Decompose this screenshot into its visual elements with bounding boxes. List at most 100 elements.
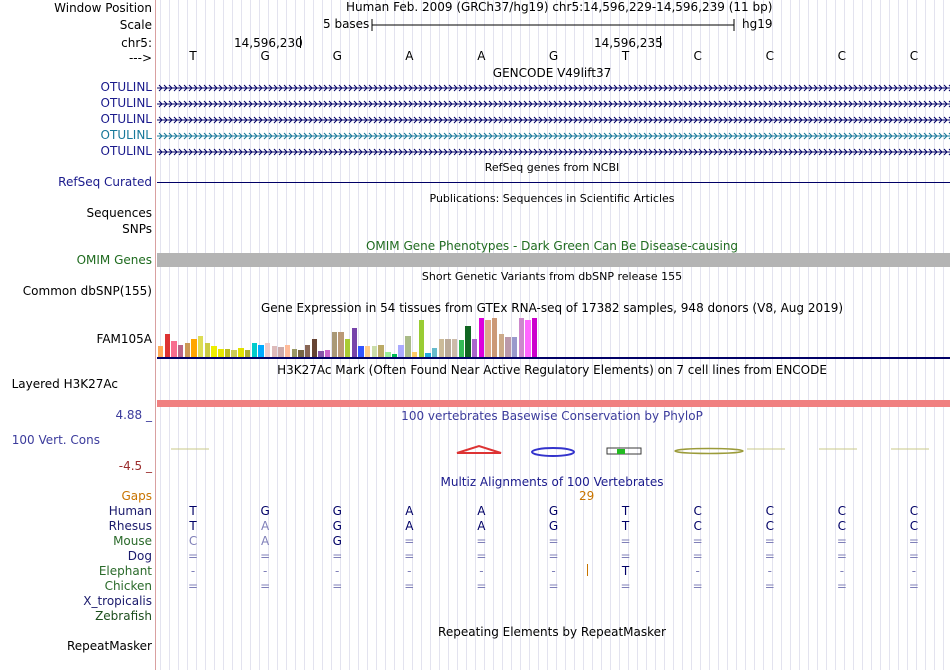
- gencode-transcript[interactable]: [157, 145, 950, 159]
- gtex-tissue-bar[interactable]: [158, 346, 164, 357]
- gtex-tissue-bar[interactable]: [244, 350, 251, 357]
- gencode-label-2[interactable]: OTULINL: [100, 96, 152, 110]
- track-data-area[interactable]: Human Feb. 2009 (GRCh37/hg19) chr5:14,59…: [157, 0, 950, 670]
- species-label-elephant[interactable]: Elephant: [98, 564, 152, 578]
- gencode-label-3[interactable]: OTULINL: [100, 112, 152, 126]
- alignment-base: C: [909, 519, 919, 533]
- gtex-tissue-bar[interactable]: [425, 353, 431, 357]
- gtex-tissue-bar[interactable]: [365, 346, 371, 357]
- gtex-tissue-bar[interactable]: [284, 345, 291, 357]
- gtex-tissue-bar[interactable]: [298, 350, 304, 357]
- gtex-tissue-bar[interactable]: [505, 337, 511, 357]
- gtex-tissue-bar[interactable]: [238, 348, 244, 357]
- gtex-tissue-bar[interactable]: [471, 339, 478, 357]
- gtex-tissue-bar[interactable]: [278, 347, 284, 357]
- gencode-transcript[interactable]: [157, 113, 950, 127]
- species-label-dog[interactable]: Dog: [127, 549, 152, 563]
- gtex-tissue-bar[interactable]: [358, 346, 364, 357]
- gtex-tissue-bar[interactable]: [325, 350, 331, 357]
- species-label-rhesus[interactable]: Rhesus: [108, 519, 152, 533]
- conservation-label[interactable]: 100 Vert. Cons: [11, 433, 100, 447]
- gencode-label-1[interactable]: OTULINL: [100, 80, 152, 94]
- conservation-plot[interactable]: [157, 440, 950, 462]
- gtex-tissue-bar[interactable]: [411, 352, 418, 357]
- gtex-tissue-bar[interactable]: [385, 352, 391, 357]
- gtex-tissue-bar[interactable]: [231, 350, 237, 357]
- gtex-bar-chart[interactable]: [157, 316, 950, 357]
- gtex-tissue-bar[interactable]: [405, 336, 411, 357]
- gtex-tissue-bar[interactable]: [184, 343, 191, 357]
- gtex-tissue-bar[interactable]: [178, 345, 184, 357]
- gencode-label-5[interactable]: OTULINL: [100, 144, 152, 158]
- gtex-tissue-bar[interactable]: [311, 339, 318, 357]
- alignment-base: C: [909, 504, 919, 518]
- alignment-base: G: [260, 504, 270, 518]
- gtex-tissue-bar[interactable]: [518, 318, 525, 357]
- gtex-tissue-bar[interactable]: [431, 348, 438, 357]
- gtex-tissue-bar[interactable]: [512, 337, 518, 357]
- omim-gene-bar[interactable]: [157, 253, 950, 267]
- h3k27ac-signal-bar[interactable]: [157, 400, 950, 407]
- species-label-chicken[interactable]: Chicken: [104, 579, 152, 593]
- gtex-tissue-bar[interactable]: [398, 345, 404, 357]
- gtex-tissue-bar[interactable]: [224, 349, 231, 357]
- gencode-transcript[interactable]: [157, 97, 950, 111]
- alignment-block[interactable]: T G G A A G T C C C C T A G A A G T C C C C C A G = = = = = = = = = = = = = = =…: [157, 504, 950, 624]
- alignment-base: C: [837, 504, 847, 518]
- gtex-tissue-bar[interactable]: [291, 349, 297, 357]
- gtex-tissue-bar[interactable]: [211, 346, 217, 357]
- alignment-base: =: [404, 579, 415, 593]
- gtex-tissue-bar[interactable]: [164, 334, 171, 357]
- gtex-tissue-bar[interactable]: [251, 343, 257, 357]
- gtex-tissue-bar[interactable]: [445, 339, 451, 357]
- gtex-tissue-bar[interactable]: [258, 345, 264, 357]
- gtex-label[interactable]: FAM105A: [96, 332, 152, 346]
- gtex-tissue-bar[interactable]: [378, 345, 384, 357]
- h3k27ac-label[interactable]: Layered H3K27Ac: [11, 377, 118, 391]
- omim-label[interactable]: OMIM Genes: [76, 253, 152, 267]
- alignment-base: T: [621, 564, 630, 578]
- gtex-tissue-bar[interactable]: [331, 332, 338, 357]
- gtex-tissue-bar[interactable]: [458, 340, 464, 357]
- gtex-tissue-bar[interactable]: [218, 349, 224, 357]
- species-label-zebrafish[interactable]: Zebrafish: [95, 609, 152, 623]
- gencode-transcript[interactable]: [157, 81, 950, 95]
- gtex-tissue-bar[interactable]: [304, 345, 311, 357]
- gtex-tissue-bar[interactable]: [171, 341, 177, 357]
- gtex-tissue-bar[interactable]: [204, 343, 211, 357]
- gtex-tissue-bar[interactable]: [532, 318, 538, 357]
- gtex-tissue-bar[interactable]: [525, 320, 531, 357]
- species-label-mouse[interactable]: Mouse: [113, 534, 152, 548]
- gtex-tissue-bar[interactable]: [485, 320, 491, 357]
- repeatmasker-label[interactable]: RepeatMasker: [66, 639, 152, 653]
- sequence-base: C: [837, 49, 847, 63]
- gtex-tissue-bar[interactable]: [191, 339, 197, 357]
- gtex-tissue-bar[interactable]: [198, 336, 204, 357]
- gtex-tissue-bar[interactable]: [318, 351, 324, 357]
- dbsnp-label[interactable]: Common dbSNP(155): [22, 284, 152, 298]
- gtex-tissue-bar[interactable]: [498, 334, 505, 357]
- publications-sequences-label[interactable]: Sequences: [86, 206, 152, 220]
- gtex-tissue-bar[interactable]: [438, 339, 444, 357]
- gencode-transcript[interactable]: [157, 129, 950, 143]
- species-label-human[interactable]: Human: [108, 504, 152, 518]
- publications-snps-label[interactable]: SNPs: [122, 222, 152, 236]
- gencode-label-4[interactable]: OTULINL: [100, 128, 152, 142]
- gtex-tissue-bar[interactable]: [264, 343, 271, 357]
- alignment-base: -: [262, 564, 268, 578]
- species-label-xtropicalis[interactable]: X_tropicalis: [83, 594, 152, 608]
- gtex-tissue-bar[interactable]: [338, 332, 344, 357]
- gtex-tissue-bar[interactable]: [492, 318, 498, 357]
- gtex-tissue-bar[interactable]: [271, 346, 277, 357]
- gtex-tissue-bar[interactable]: [465, 326, 471, 357]
- gtex-tissue-bar[interactable]: [418, 320, 424, 357]
- refseq-gene-line[interactable]: [157, 182, 950, 183]
- gtex-tissue-bar[interactable]: [371, 346, 378, 357]
- gtex-tissue-bar[interactable]: [451, 339, 458, 357]
- dbsnp-title: Short Genetic Variants from dbSNP releas…: [421, 270, 683, 283]
- gtex-tissue-bar[interactable]: [351, 328, 358, 357]
- gtex-tissue-bar[interactable]: [478, 318, 485, 357]
- gtex-tissue-bar[interactable]: [345, 339, 351, 357]
- alignment-base: =: [908, 549, 919, 563]
- refseq-label[interactable]: RefSeq Curated: [58, 175, 152, 189]
